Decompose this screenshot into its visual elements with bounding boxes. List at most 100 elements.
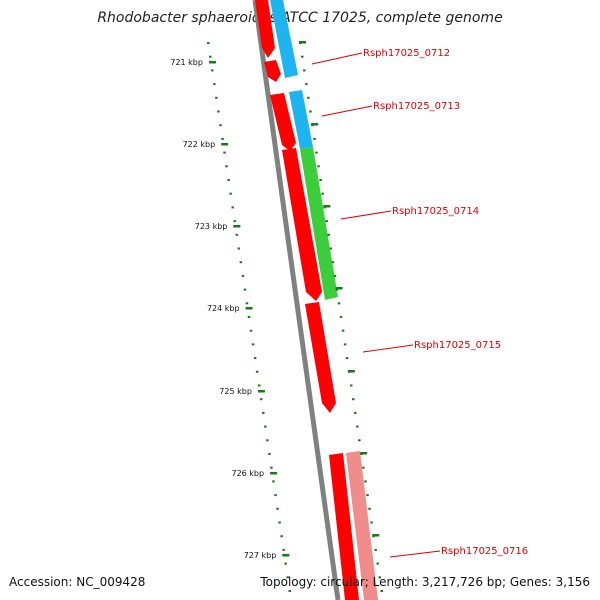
minor-tick xyxy=(368,507,371,510)
minor-tick xyxy=(307,96,310,99)
gene-label[interactable]: Rsph17025_0712 xyxy=(363,48,450,59)
minor-tick xyxy=(313,137,316,140)
minor-tick xyxy=(325,220,328,223)
minor-tick xyxy=(333,274,337,277)
minor-tick xyxy=(243,288,247,291)
tick-label: 725 kbp xyxy=(219,387,252,396)
minor-tick xyxy=(276,507,279,510)
minor-tick xyxy=(284,562,287,565)
minor-tick xyxy=(262,411,265,414)
minor-tick xyxy=(319,179,322,181)
cds-feature[interactable] xyxy=(264,60,281,82)
minor-tick xyxy=(215,96,218,99)
major-tick xyxy=(233,225,241,228)
cds-feature[interactable] xyxy=(305,302,336,413)
minor-tick xyxy=(231,206,234,209)
minor-tick xyxy=(356,425,359,428)
minor-tick xyxy=(211,69,214,72)
minor-tick xyxy=(378,576,381,579)
minor-tick xyxy=(364,480,367,483)
minor-tick xyxy=(288,590,292,592)
minor-tick xyxy=(278,521,281,524)
minor-tick xyxy=(225,165,228,168)
minor-tick xyxy=(229,192,232,195)
minor-tick xyxy=(207,42,210,44)
accession-text: Accession: NC_009428 xyxy=(9,575,146,589)
minor-tick xyxy=(374,548,377,551)
minor-tick xyxy=(329,247,333,250)
minor-tick xyxy=(213,83,216,86)
major-tick xyxy=(270,472,278,475)
minor-tick xyxy=(245,302,249,305)
minor-tick xyxy=(227,179,230,181)
major-tick xyxy=(323,205,331,208)
major-tick xyxy=(282,554,290,557)
minor-tick xyxy=(317,165,320,168)
minor-tick xyxy=(223,151,226,154)
minor-tick xyxy=(253,357,257,360)
cds-feature[interactable] xyxy=(329,453,359,600)
minor-tick xyxy=(321,192,324,195)
minor-tick xyxy=(255,370,259,373)
gene-label[interactable]: Rsph17025_0716 xyxy=(441,546,528,557)
gene-leader-line xyxy=(389,550,441,558)
minor-tick xyxy=(351,398,355,401)
minor-tick xyxy=(301,55,304,58)
minor-tick xyxy=(305,83,308,86)
minor-tick xyxy=(376,562,379,565)
scale-ticks: 721 kbp 722 kbp 723 kbp 724 kbp 725 kbp 726 k… xyxy=(170,41,384,592)
minor-tick xyxy=(380,590,384,592)
major-tick xyxy=(208,61,216,64)
minor-tick xyxy=(266,439,269,442)
minor-tick xyxy=(343,343,347,346)
minor-tick xyxy=(309,110,312,113)
minor-tick xyxy=(233,220,236,223)
minor-tick xyxy=(251,343,255,346)
gene-leader-line xyxy=(311,52,363,65)
cds-feature[interactable] xyxy=(255,0,275,58)
minor-tick xyxy=(315,151,318,154)
minor-tick xyxy=(221,137,224,140)
gene-labels: Rsph17025_0712 Rsph17025_0713 Rsph17025_07… xyxy=(311,48,528,558)
gene-label[interactable]: Rsph17025_0713 xyxy=(373,101,460,112)
major-tick xyxy=(257,390,265,393)
minor-tick xyxy=(331,261,335,264)
cds-feature[interactable] xyxy=(346,451,378,600)
cds-feature[interactable] xyxy=(270,93,296,151)
minor-tick xyxy=(337,302,341,305)
major-tick xyxy=(372,534,380,537)
genome-backbone xyxy=(252,0,341,600)
major-tick xyxy=(360,452,368,455)
tick-label: 721 kbp xyxy=(170,58,203,67)
minor-tick xyxy=(362,466,365,469)
minor-tick xyxy=(370,521,373,524)
minor-tick xyxy=(282,548,285,551)
minor-tick xyxy=(358,439,361,442)
minor-tick xyxy=(249,329,253,332)
minor-tick xyxy=(241,274,245,277)
minor-tick xyxy=(235,233,239,236)
major-tick xyxy=(347,370,355,373)
cds-feature[interactable] xyxy=(289,90,313,149)
major-tick xyxy=(245,307,253,310)
minor-tick xyxy=(335,288,339,291)
genome-title: Rhodobacter sphaeroides ATCC 17025, comp… xyxy=(97,10,503,26)
cds-feature[interactable] xyxy=(300,147,338,300)
tick-label: 722 kbp xyxy=(183,140,216,149)
minor-tick xyxy=(268,453,271,455)
cds-feature[interactable] xyxy=(282,148,322,301)
gene-label[interactable]: Rsph17025_0714 xyxy=(392,206,479,217)
gene-label[interactable]: Rsph17025_0715 xyxy=(414,340,501,351)
minor-tick xyxy=(339,316,343,318)
gene-leader-line xyxy=(340,210,392,220)
minor-tick xyxy=(239,261,243,264)
minor-tick xyxy=(354,411,357,414)
cds-feature[interactable] xyxy=(270,0,298,78)
minor-tick xyxy=(264,425,267,428)
minor-tick xyxy=(270,466,273,469)
tick-label: 727 kbp xyxy=(244,551,277,560)
gene-leader-line xyxy=(321,105,373,117)
tick-label: 723 kbp xyxy=(195,222,228,231)
